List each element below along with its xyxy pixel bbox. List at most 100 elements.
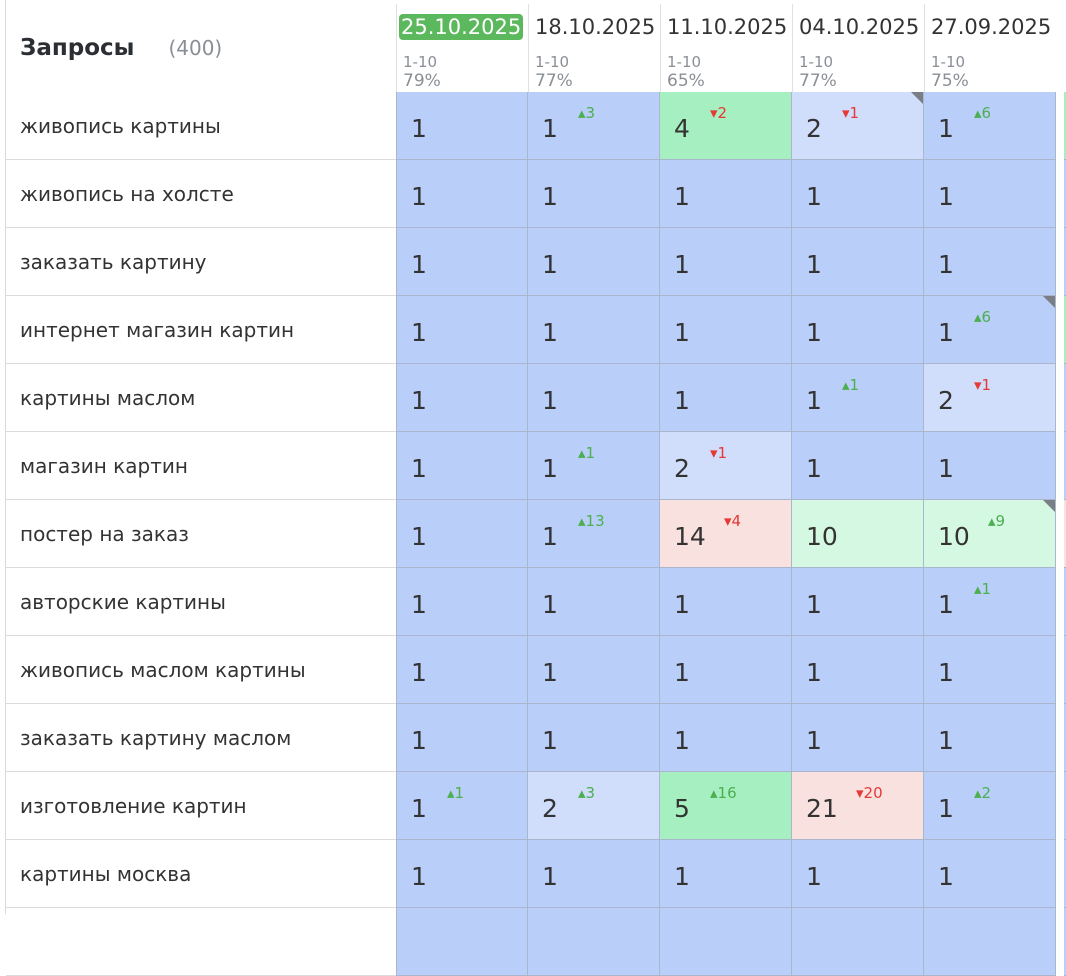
keyword-cell[interactable]	[6, 908, 396, 976]
position-cell[interactable]: 2 ▾1	[660, 432, 792, 500]
keyword-cell[interactable]: магазин картин	[6, 432, 396, 500]
position-cell[interactable]: 1 ▴2	[924, 772, 1056, 840]
keyword-cell[interactable]: интернет магазин картин	[6, 296, 396, 364]
position-cell[interactable]: 10 ▴9	[924, 500, 1056, 568]
position-cell[interactable]: 1	[792, 636, 924, 704]
position-cell[interactable]: 1 ▴6	[924, 296, 1056, 364]
date-label[interactable]: 25.10.2025	[399, 14, 524, 40]
date-label[interactable]: 18.10.2025	[535, 15, 656, 39]
date-column-header[interactable]: 11.10.2025 1-10 65%	[660, 4, 792, 92]
position-cell[interactable]: 1	[396, 92, 528, 160]
position-cell[interactable]: 1	[924, 704, 1056, 772]
date-label[interactable]: 27.09.2025	[931, 15, 1052, 39]
position-cell[interactable]: 1	[396, 568, 528, 636]
keyword-cell[interactable]: заказать картину	[6, 228, 396, 296]
position-cell[interactable]: 21 ▾20	[792, 772, 924, 840]
queries-count: (400)	[168, 36, 223, 60]
date-column-header[interactable]: 25.10.2025 1-10 79%	[396, 4, 528, 92]
date-label[interactable]: 04.10.2025	[799, 15, 920, 39]
position-cell[interactable]	[792, 908, 924, 976]
keyword-cell[interactable]: живопись маслом картины	[6, 636, 396, 704]
position-cell[interactable]: 1	[660, 568, 792, 636]
position-cell[interactable]: 4 ▾2	[660, 92, 792, 160]
position-cell[interactable]: 1	[924, 636, 1056, 704]
position-cell[interactable]: 1	[528, 296, 660, 364]
date-label[interactable]: 11.10.2025	[667, 15, 788, 39]
position-cell[interactable]: 1	[396, 704, 528, 772]
position-cell[interactable]	[528, 908, 660, 976]
position-cell[interactable]: 1	[528, 160, 660, 228]
position-up-delta: ▴1	[447, 784, 464, 802]
position-value: 1	[411, 114, 427, 143]
note-corner-icon[interactable]	[911, 92, 923, 104]
position-cell[interactable]: 1	[528, 228, 660, 296]
position-cell[interactable]: 1	[396, 228, 528, 296]
position-cell[interactable]: 1	[792, 296, 924, 364]
keyword-cell[interactable]: живопись картины	[6, 92, 396, 160]
position-cell[interactable]	[396, 908, 528, 976]
position-cell[interactable]: 1	[396, 296, 528, 364]
keyword-cell[interactable]: авторские картины	[6, 568, 396, 636]
position-cell[interactable]: 1	[660, 704, 792, 772]
position-cell[interactable]: 1 ▴3	[528, 92, 660, 160]
keyword-cell[interactable]: заказать картину маслом	[6, 704, 396, 772]
position-cell[interactable]: 1 ▴1	[528, 432, 660, 500]
note-corner-icon[interactable]	[1043, 296, 1055, 308]
position-cell[interactable]: 1	[792, 704, 924, 772]
position-cell[interactable]: 1 ▴6	[924, 92, 1056, 160]
position-cell[interactable]: 1	[660, 228, 792, 296]
queries-header[interactable]: Запросы (400)	[6, 4, 396, 92]
position-cell[interactable]: 1	[396, 160, 528, 228]
position-cell[interactable]: 2 ▾1	[792, 92, 924, 160]
position-cell[interactable]: 1 ▴13	[528, 500, 660, 568]
position-value: 1	[674, 386, 690, 415]
position-cell[interactable]: 1	[528, 364, 660, 432]
position-cell[interactable]: 1	[924, 160, 1056, 228]
position-cell[interactable]: 14 ▾4	[660, 500, 792, 568]
position-cell[interactable]: 1 ▴1	[924, 568, 1056, 636]
date-column-header[interactable]: 18.10.2025 1-10 77%	[528, 4, 660, 92]
position-cell[interactable]: 1	[792, 840, 924, 908]
position-cell[interactable]: 1	[660, 636, 792, 704]
position-cell[interactable]: 1	[660, 840, 792, 908]
position-cell[interactable]: 1	[528, 568, 660, 636]
position-cell[interactable]: 1	[660, 364, 792, 432]
position-cell[interactable]: 1	[924, 840, 1056, 908]
date-column-header[interactable]: 04.10.2025 1-10 77%	[792, 4, 924, 92]
position-cell[interactable]: 1	[660, 296, 792, 364]
arrow-up-icon: ▴	[710, 784, 718, 802]
keyword-cell[interactable]: изготовление картин	[6, 772, 396, 840]
position-cell[interactable]: 1	[660, 160, 792, 228]
position-cell[interactable]: 1 ▴1	[396, 772, 528, 840]
position-cell[interactable]: 2 ▴3	[528, 772, 660, 840]
position-cell[interactable]: 1	[528, 636, 660, 704]
position-cell[interactable]: 1	[792, 568, 924, 636]
position-cell[interactable]: 1 ▴1	[792, 364, 924, 432]
position-cell[interactable]	[660, 908, 792, 976]
position-cell[interactable]: 1	[396, 840, 528, 908]
position-cell[interactable]: 5 ▴16	[660, 772, 792, 840]
position-cell[interactable]: 1	[924, 228, 1056, 296]
position-cell[interactable]: 1	[528, 704, 660, 772]
position-cell[interactable]: 1	[396, 500, 528, 568]
position-cell[interactable]: 1	[396, 636, 528, 704]
position-cell[interactable]: 1	[792, 160, 924, 228]
position-cell[interactable]: 2 ▾1	[924, 364, 1056, 432]
note-corner-icon[interactable]	[1043, 500, 1055, 512]
position-cell[interactable]: 1	[528, 840, 660, 908]
position-up-delta: ▴16	[710, 784, 737, 802]
keyword-cell[interactable]: постер на заказ	[6, 500, 396, 568]
keyword-cell[interactable]: картины маслом	[6, 364, 396, 432]
position-cell[interactable]	[924, 908, 1056, 976]
position-cell[interactable]: 1	[792, 432, 924, 500]
position-cell[interactable]: 1	[792, 228, 924, 296]
next-column-edge	[1064, 228, 1066, 296]
position-cell[interactable]: 10	[792, 500, 924, 568]
keyword-cell[interactable]: картины москва	[6, 840, 396, 908]
next-column-edge	[1064, 636, 1066, 704]
keyword-cell[interactable]: живопись на холсте	[6, 160, 396, 228]
position-cell[interactable]: 1	[924, 432, 1056, 500]
position-cell[interactable]: 1	[396, 364, 528, 432]
position-cell[interactable]: 1	[396, 432, 528, 500]
date-column-header[interactable]: 27.09.2025 1-10 75%	[924, 4, 1056, 92]
